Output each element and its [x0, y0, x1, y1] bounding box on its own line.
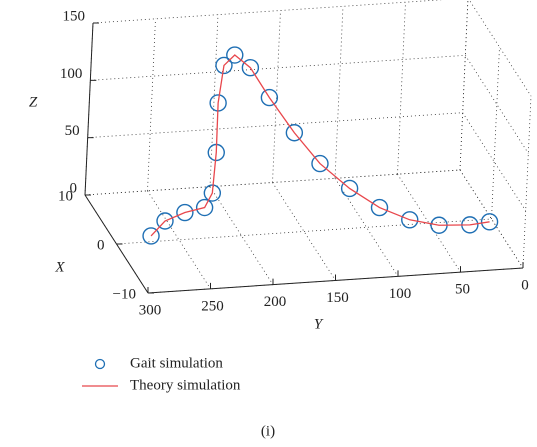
z-axis — [84, 22, 94, 196]
data-point — [480, 213, 499, 231]
caption: (i) — [261, 423, 275, 439]
z-axis-label: Z — [29, 94, 38, 110]
grid-line — [522, 95, 532, 269]
grid-line — [147, 18, 156, 191]
data-point — [176, 203, 194, 222]
z-tick-label: 0 — [70, 180, 78, 196]
grid-line — [462, 112, 527, 211]
grid-line — [491, 46, 500, 220]
grid-line — [459, 0, 469, 171]
y-tick-label: 200 — [264, 294, 287, 310]
data-point — [195, 198, 214, 217]
y-tick-label: 100 — [389, 286, 412, 302]
grid-line — [272, 182, 336, 281]
data-point — [260, 88, 279, 107]
y-tick-label: 300 — [139, 302, 162, 318]
x-tick-label: 10 — [58, 188, 73, 204]
y-tick-label: 150 — [326, 290, 349, 306]
data-point — [401, 211, 419, 229]
data-point — [215, 56, 233, 75]
grid-line — [272, 10, 281, 183]
data-point — [203, 184, 222, 202]
theory-line — [150, 54, 490, 237]
grid-line — [92, 0, 445, 24]
grid-line — [468, 0, 532, 97]
x-tick-label: −10 — [113, 286, 136, 302]
data-point — [156, 212, 174, 230]
z-tick-label: 100 — [60, 66, 83, 82]
grid-line — [334, 6, 344, 179]
z-tick-label: 150 — [63, 8, 86, 24]
grid-line — [90, 54, 466, 81]
y-tick-label: 50 — [455, 282, 470, 298]
y-axis-label: Y — [314, 316, 324, 332]
data-point — [142, 227, 160, 245]
grid-line — [334, 178, 399, 277]
legend-swatch — [94, 358, 106, 370]
z-tick-label: 50 — [65, 123, 80, 139]
data-point — [226, 46, 244, 64]
legend-label: Gait simulation — [130, 355, 223, 371]
grid-line — [87, 112, 463, 139]
y-tick-label: 0 — [521, 277, 529, 293]
data-point — [370, 198, 389, 217]
grid-line — [397, 2, 406, 175]
data-point — [311, 154, 329, 173]
x-axis-label: X — [54, 259, 65, 275]
data-point — [285, 124, 304, 142]
grid-line — [464, 55, 529, 154]
y-tick-label: 250 — [201, 298, 224, 314]
grid-line — [209, 186, 274, 285]
x-tick-label: 0 — [97, 237, 105, 253]
grid-line — [147, 190, 211, 290]
legend-label: Theory simulation — [130, 377, 241, 393]
data-point — [340, 179, 359, 198]
data-point — [241, 59, 260, 77]
